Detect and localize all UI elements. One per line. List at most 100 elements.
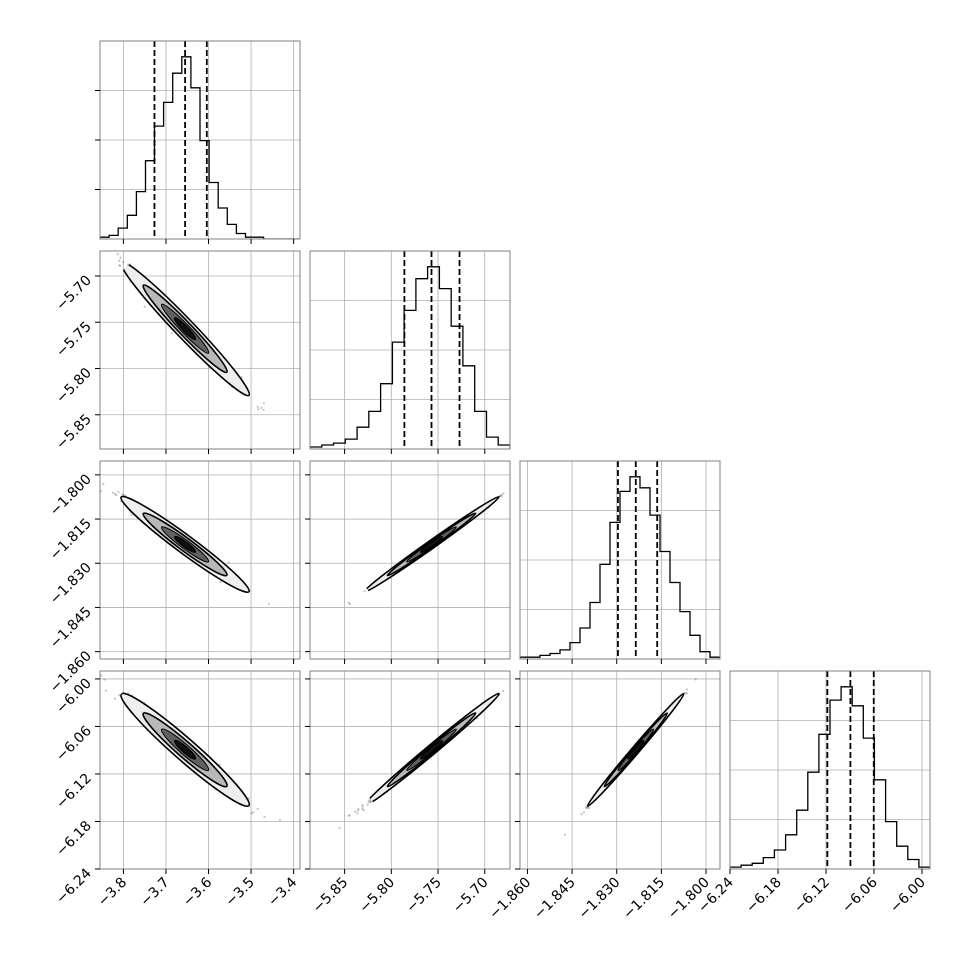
sample-point xyxy=(116,253,119,256)
sample-point xyxy=(357,809,360,812)
contour-level-3 xyxy=(419,740,444,760)
panel-frame xyxy=(99,460,301,660)
y-tick-label: −6.12 xyxy=(53,770,95,812)
sample-point xyxy=(252,811,255,814)
sample-point xyxy=(250,812,253,815)
histogram-0 xyxy=(100,56,300,239)
y-tick-label: −5.85 xyxy=(53,411,95,453)
panel-frame xyxy=(99,250,301,450)
sample-point xyxy=(130,513,133,516)
panel-1-1 xyxy=(309,250,511,454)
sample-point xyxy=(121,493,124,496)
x-tick-label: −3.5 xyxy=(223,875,258,910)
sample-point xyxy=(113,697,116,700)
sample-point xyxy=(100,674,103,677)
sample-point xyxy=(580,813,583,816)
sample-point xyxy=(361,807,364,811)
sample-point xyxy=(143,305,146,308)
sample-point xyxy=(694,678,697,681)
sample-point xyxy=(502,690,505,693)
y-tick-label: −5.80 xyxy=(53,365,95,407)
x-tick-label: −1.815 xyxy=(620,875,668,923)
sample-point xyxy=(256,807,259,811)
x-tick-label: −3.7 xyxy=(137,875,172,910)
sample-point xyxy=(78,217,80,219)
y-tick-label: −1.815 xyxy=(47,516,95,564)
histogram-3 xyxy=(730,686,930,869)
x-tick-label: −6.18 xyxy=(743,875,785,917)
sample-point xyxy=(348,603,351,606)
sample-point xyxy=(114,492,117,496)
sample-point xyxy=(501,493,504,496)
sample-point xyxy=(122,261,125,264)
x-tick-label: −6.06 xyxy=(839,874,881,916)
grid-lines xyxy=(100,671,300,870)
sample-point xyxy=(227,561,230,564)
x-tick-label: −1.830 xyxy=(576,875,624,923)
panel-3-1: −5.85 −5.80 −5.75 −5.70 xyxy=(305,670,511,917)
sample-point xyxy=(262,402,265,405)
x-tick-label: −3.6 xyxy=(180,874,215,909)
sample-point xyxy=(118,259,121,262)
contour-level-3 xyxy=(627,740,645,760)
sample-point xyxy=(256,405,259,408)
sample-point xyxy=(117,490,120,494)
sample-point xyxy=(354,810,357,813)
contour-level-3 xyxy=(173,317,197,341)
sample-point xyxy=(118,264,121,267)
sample-point xyxy=(118,694,121,697)
sample-point xyxy=(100,490,103,493)
y-tick-label: −6.18 xyxy=(53,818,95,860)
sample-point xyxy=(347,601,350,604)
sample-point xyxy=(122,494,125,497)
panel-3-3: −6.24 −6.18 −6.12 −6.06 −6.00 xyxy=(695,670,931,917)
histogram-2 xyxy=(520,476,720,659)
x-tick-label: −5.70 xyxy=(450,875,492,917)
sample-point xyxy=(500,495,503,498)
panel-frame xyxy=(99,670,301,870)
x-tick-label: −6.00 xyxy=(887,875,929,917)
y-tick-label: −1.830 xyxy=(47,560,95,608)
sample-point xyxy=(119,256,122,259)
x-tick-label: −1.845 xyxy=(531,875,579,923)
panel-1-0: −5.85−5.80−5.75 −5.70 xyxy=(53,217,301,454)
sample-point xyxy=(368,799,371,802)
histogram-1 xyxy=(310,266,510,449)
y-tick-label: −6.06 xyxy=(53,723,95,765)
sample-point xyxy=(119,264,122,267)
panel-3-2: −1.860−1.845−1.830−1.815−1.800 xyxy=(486,670,721,923)
sample-point xyxy=(684,692,687,695)
panel-frame xyxy=(519,670,721,870)
sample-point xyxy=(502,492,505,495)
panel-0-0 xyxy=(95,40,301,244)
sample-point xyxy=(170,332,173,335)
sample-point xyxy=(219,580,222,584)
panel-frame xyxy=(729,670,931,870)
contour-level-3 xyxy=(174,535,197,553)
y-tick-label: −1.845 xyxy=(47,604,95,652)
sample-point xyxy=(104,689,107,692)
sample-point xyxy=(338,826,341,830)
y-tick-label: −1.800 xyxy=(47,471,95,519)
sample-point xyxy=(247,797,250,800)
sample-point xyxy=(278,818,281,821)
sample-point xyxy=(685,692,689,695)
sample-point xyxy=(586,806,590,809)
sample-point xyxy=(499,494,502,497)
sample-point xyxy=(585,806,588,809)
sample-point xyxy=(563,833,567,836)
panel-frame xyxy=(309,250,511,450)
contour-level-3 xyxy=(419,535,444,553)
sample-point xyxy=(262,408,265,412)
sample-point xyxy=(347,814,350,817)
grid-lines xyxy=(100,461,300,659)
panel-2-0: −1.860−1.845−1.830−1.815−1.800 xyxy=(47,460,301,696)
sample-point xyxy=(582,811,585,814)
panel-frame xyxy=(309,460,511,660)
y-tick-label: −6.24 xyxy=(53,865,95,907)
sample-point xyxy=(362,809,365,812)
x-tick-label: −6.12 xyxy=(791,875,833,917)
sample-point xyxy=(260,406,263,410)
